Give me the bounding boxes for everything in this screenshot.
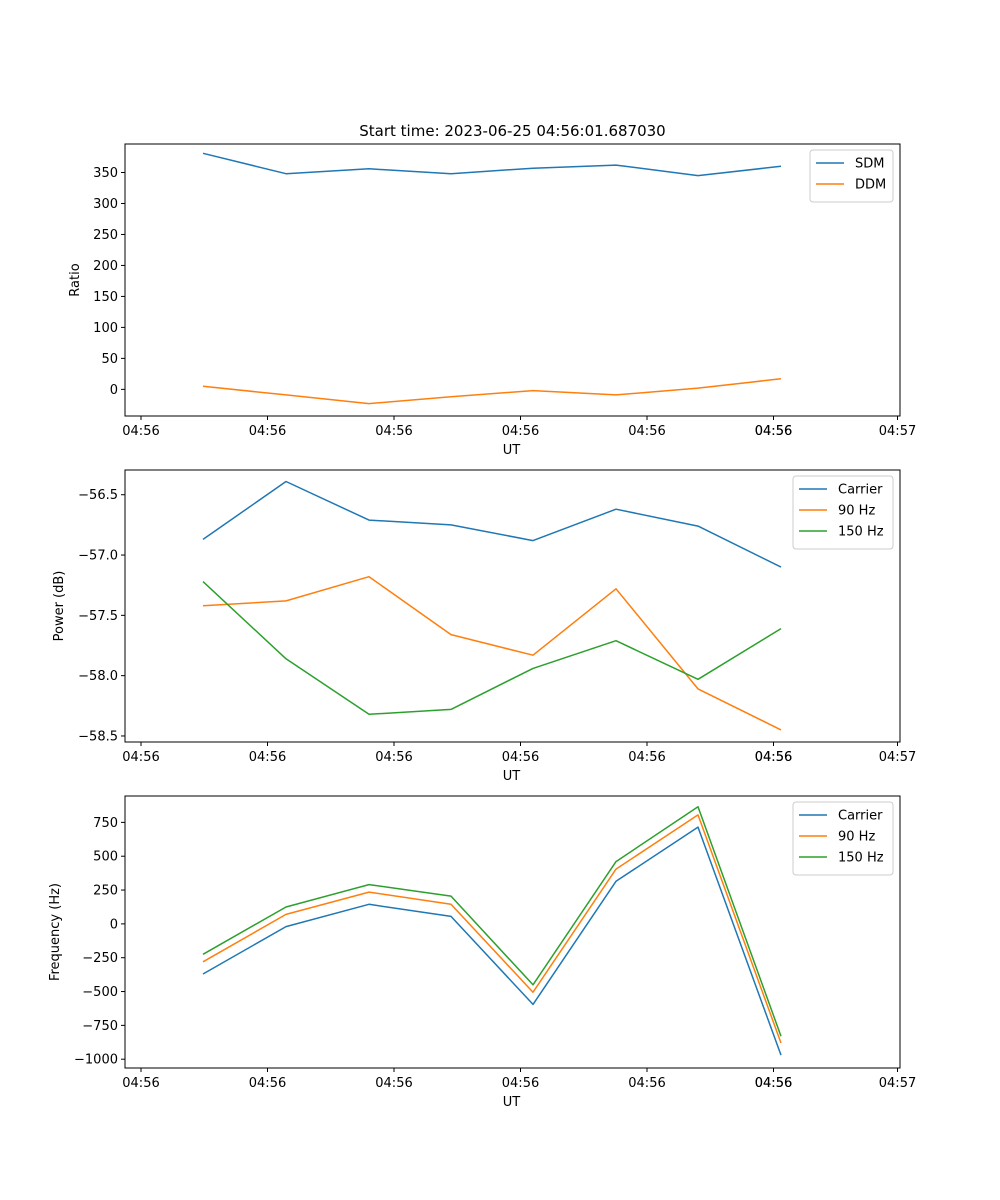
legend-label: 90 Hz	[838, 504, 875, 519]
y-tick-label: 500	[93, 850, 118, 865]
legend: Carrier 90 Hz 150 Hz	[792, 801, 894, 876]
x-tick-label: 04:56	[755, 750, 792, 765]
legend: SDM DDM	[809, 149, 894, 203]
axes-frame	[124, 795, 901, 1069]
y-tick-label: 750	[93, 816, 118, 831]
series-line-carrier	[202, 826, 782, 1056]
y-tick-label: −250	[82, 951, 118, 966]
legend-label: 150 Hz	[838, 851, 884, 866]
y-axis-label: Power (dB)	[52, 571, 67, 642]
y-tick-label: 250	[93, 228, 118, 243]
axes-frame	[124, 143, 901, 417]
chart-panel-2: −56.5 −57.0 −57.5 −58.0 −58.5 04:56 04:56 04:56…	[52, 469, 916, 784]
series-line-150-hz	[202, 581, 782, 716]
y-tick-label: 200	[93, 259, 118, 274]
chart-panel-3: 750 500 250 0 −250 −500 −750 −1000 04:56 04:56 04:…	[48, 795, 916, 1110]
x-tick-label: 04:56	[375, 1076, 412, 1091]
x-tick-label: 04:56	[755, 424, 792, 439]
x-tick-label: 04:57	[879, 424, 916, 439]
x-tick-label: 04:56	[122, 750, 159, 765]
x-tick-label: 04:56	[755, 750, 792, 765]
y-tick-label: −58.0	[78, 669, 118, 684]
y-tick-label: 50	[101, 352, 118, 367]
x-tick-label: 04:56	[249, 1076, 286, 1091]
x-tick-label: 04:56	[249, 750, 286, 765]
axes-frame	[124, 469, 901, 743]
legend-label: SDM	[855, 157, 884, 172]
x-axis-label: UT	[503, 443, 521, 458]
y-tick-label: 250	[93, 884, 118, 899]
legend-label: Carrier	[838, 809, 883, 824]
y-axis-label: Frequency (Hz)	[48, 883, 63, 981]
chart-panel-1: 0 50 100 150 200 250 300 350 04:56 04:56 04:56 04:5…	[68, 143, 916, 458]
legend-label: 90 Hz	[838, 830, 875, 845]
x-tick-label: 04:56	[375, 424, 412, 439]
y-axis-label: Ratio	[68, 263, 83, 296]
x-tick-label: 04:56	[249, 424, 286, 439]
legend: Carrier 90 Hz 150 Hz	[792, 475, 894, 550]
x-tick-label: 04:56	[628, 424, 665, 439]
x-tick-label: 04:56	[628, 750, 665, 765]
x-tick-label: 04:57	[879, 1076, 916, 1091]
legend-label: DDM	[855, 178, 886, 193]
x-axis-label: UT	[503, 769, 521, 784]
panels-group: 0 50 100 150 200 250 300 350 04:56 04:56 04:56 04:5…	[48, 143, 916, 1110]
series-line-90-hz	[202, 814, 782, 1044]
x-tick-label: 04:56	[502, 424, 539, 439]
x-tick-label: 04:56	[375, 750, 412, 765]
y-tick-label: 300	[93, 197, 118, 212]
x-tick-label: 04:57	[879, 750, 916, 765]
series-line-ddm	[202, 378, 782, 405]
x-tick-label: 04:56	[502, 1076, 539, 1091]
y-tick-label: 100	[93, 321, 118, 336]
y-tick-label: −56.5	[78, 488, 118, 503]
x-tick-label: 04:56	[502, 750, 539, 765]
x-tick-label: 04:56	[755, 424, 792, 439]
y-tick-label: 0	[110, 383, 118, 398]
y-tick-label: −500	[82, 985, 118, 1000]
figure-title: Start time: 2023-06-25 04:56:01.687030	[359, 122, 665, 140]
y-tick-label: −57.5	[78, 609, 118, 624]
y-tick-label: 350	[93, 166, 118, 181]
series-line-carrier	[202, 480, 782, 568]
x-tick-label: 04:56	[122, 424, 159, 439]
x-tick-label: 04:56	[122, 1076, 159, 1091]
x-tick-label: 04:56	[755, 1076, 792, 1091]
y-tick-label: 0	[110, 917, 118, 932]
legend-label: 150 Hz	[838, 525, 884, 540]
x-tick-label: 04:56	[755, 1076, 792, 1091]
y-tick-label: 150	[93, 290, 118, 305]
series-line-sdm	[202, 152, 782, 177]
y-tick-label: −750	[82, 1019, 118, 1034]
y-tick-label: −57.0	[78, 549, 118, 564]
legend-label: Carrier	[838, 483, 883, 498]
series-line-150-hz	[202, 806, 782, 1037]
x-tick-label: 04:56	[628, 1076, 665, 1091]
y-tick-label: −1000	[74, 1053, 118, 1068]
x-axis-label: UT	[503, 1095, 521, 1110]
y-tick-label: −58.5	[78, 729, 118, 744]
